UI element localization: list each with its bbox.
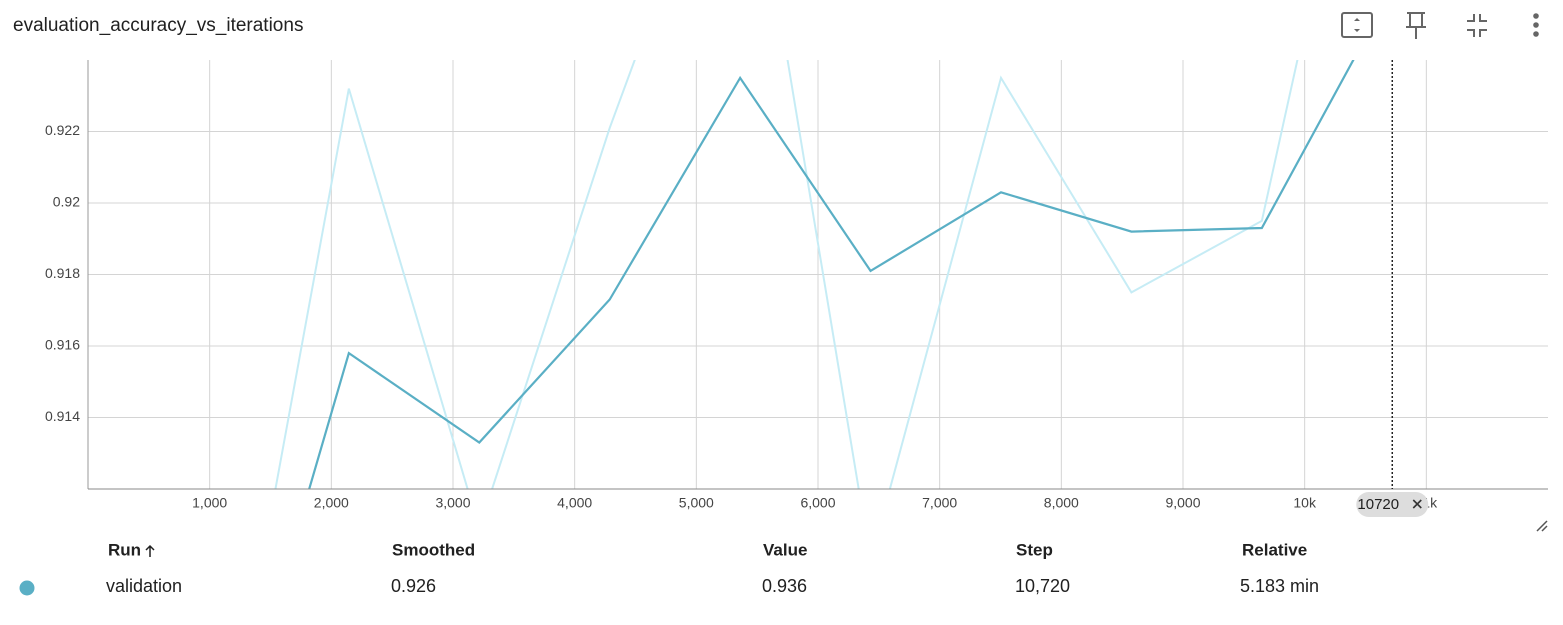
x-tick-label: 4,000 [557,495,592,511]
cursor-step: 10720 [1357,496,1399,513]
x-tick-label: 2,000 [314,495,349,511]
cursor-badge-bg [1356,492,1429,517]
run-name: validation [106,576,182,596]
x-tick-label: 1,000 [192,495,227,511]
collapse-button[interactable] [1467,14,1487,37]
toolbar [1341,12,1539,39]
smoothed-cell: 0.926 [391,576,436,596]
x-tick-label: 10k [1293,495,1317,511]
y-tick-label: 0.92 [53,194,80,210]
x-tick-label: 3,000 [435,495,470,511]
resize-handle[interactable] [1536,520,1548,532]
run-color[interactable] [19,580,35,596]
step-cell: 10,720 [1015,576,1070,596]
series-line [308,60,1355,489]
pin-button[interactable] [1406,12,1426,39]
x-tick-label: 8,000 [1044,495,1079,511]
run-table: Run Smoothed Value Step Relative validat… [19,540,1319,596]
fit-button[interactable] [1341,12,1373,38]
card-title: evaluation_accuracy_vs_iterations [13,15,303,36]
series-line [274,60,1299,489]
value-cell: 0.936 [762,576,807,596]
menu-button[interactable] [1533,13,1539,37]
sort-icon[interactable] [145,544,155,557]
y-tick-label: 0.916 [45,337,80,353]
cursor-close[interactable] [1412,499,1422,509]
x-tick-label: 6,000 [800,495,835,511]
header-step: Step [1016,540,1053,559]
header-relative: Relative [1242,540,1307,559]
cursor-badge: 10720 [1356,492,1429,517]
x-tick-label: 5,000 [679,495,714,511]
header-value: Value [763,540,807,559]
y-tick-label: 0.918 [45,265,80,281]
header-run: Run [108,540,141,559]
y-tick-label: 0.914 [45,408,80,424]
x-tick-label: 7,000 [922,495,957,511]
y-tick-label: 0.922 [45,122,80,138]
relative-cell: 5.183 min [1240,576,1319,596]
x-tick-label: 9,000 [1165,495,1200,511]
header-smoothed: Smoothed [392,540,475,559]
